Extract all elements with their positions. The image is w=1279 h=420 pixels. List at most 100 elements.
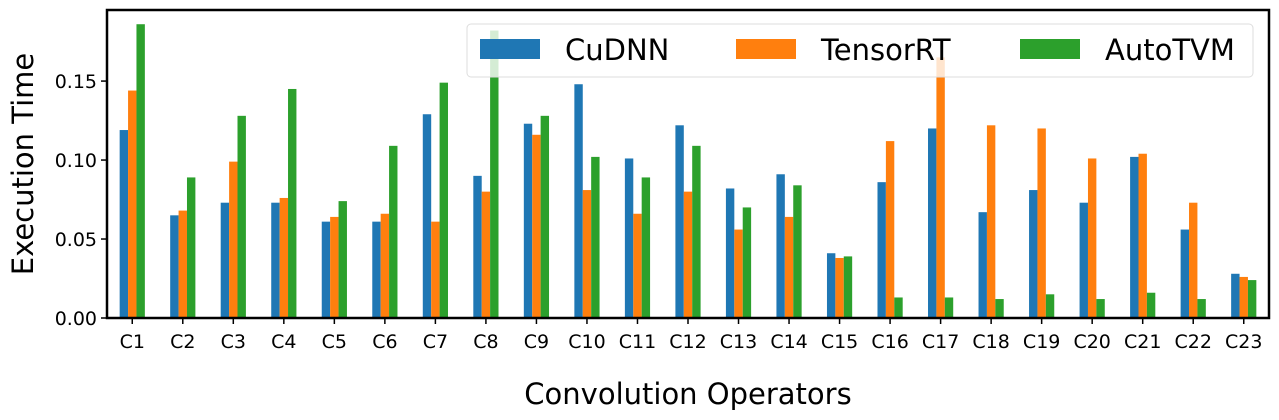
bars-group xyxy=(119,24,1257,319)
bar-tensorrt-c22 xyxy=(1189,202,1198,318)
bar-autotvm-c11 xyxy=(641,177,651,318)
x-tick-label: C23 xyxy=(1225,331,1262,353)
bar-cudnn-c23 xyxy=(1231,273,1240,318)
bar-cudnn-c19 xyxy=(1029,190,1038,318)
x-tick-label: C22 xyxy=(1174,331,1211,353)
bar-cudnn-c9 xyxy=(523,123,533,318)
y-tick-label: 0.00 xyxy=(55,308,97,330)
bar-autotvm-c1 xyxy=(136,24,145,318)
bar-tensorrt-c16 xyxy=(885,141,895,318)
x-tick-label: C13 xyxy=(720,331,757,353)
y-tick-label: 0.15 xyxy=(55,71,97,93)
x-tick-label: C3 xyxy=(221,331,246,353)
bar-tensorrt-c20 xyxy=(1087,158,1097,318)
bar-autotvm-c8 xyxy=(490,30,499,319)
y-tick-label: 0.05 xyxy=(55,229,97,251)
x-tick-label: C10 xyxy=(568,331,605,353)
bar-cudnn-c20 xyxy=(1079,202,1088,318)
bar-tensorrt-c5 xyxy=(330,216,339,318)
bar-cudnn-c16 xyxy=(877,182,886,318)
x-tick-label: C7 xyxy=(423,331,448,353)
bar-cudnn-c15 xyxy=(826,253,836,318)
bar-autotvm-c17 xyxy=(944,297,954,318)
legend-box xyxy=(466,23,1254,78)
bar-tensorrt-c2 xyxy=(178,210,187,318)
bar-tensorrt-c1 xyxy=(128,90,137,318)
bar-cudnn-c4 xyxy=(271,202,280,318)
x-tick-label: C15 xyxy=(821,331,858,353)
bar-autotvm-c7 xyxy=(439,82,448,318)
x-tick-label: C5 xyxy=(322,331,347,353)
bar-tensorrt-c6 xyxy=(380,213,390,318)
x-tick-label: C14 xyxy=(770,331,807,353)
legend-swatch-autotvm xyxy=(1020,39,1080,59)
legend-label-tensorrt: TensorRT xyxy=(820,33,951,67)
bar-cudnn-c14 xyxy=(776,174,785,318)
x-tick-label: C8 xyxy=(473,331,498,353)
bar-cudnn-c3 xyxy=(220,202,230,318)
bar-autotvm-c21 xyxy=(1146,292,1156,318)
x-tick-label: C11 xyxy=(619,331,656,353)
bar-autotvm-c3 xyxy=(237,115,246,318)
x-tick-label: C6 xyxy=(372,331,397,353)
bar-cudnn-c5 xyxy=(321,221,331,318)
bar-tensorrt-c23 xyxy=(1239,276,1248,318)
x-tick-label: C1 xyxy=(120,331,145,353)
bar-tensorrt-c9 xyxy=(532,134,541,318)
bar-tensorrt-c14 xyxy=(784,216,794,318)
bar-autotvm-c12 xyxy=(692,145,701,318)
bar-cudnn-c2 xyxy=(170,215,179,318)
bar-autotvm-c22 xyxy=(1197,299,1206,318)
bar-tensorrt-c8 xyxy=(481,191,491,318)
bar-tensorrt-c13 xyxy=(734,229,743,318)
bar-tensorrt-c11 xyxy=(633,213,642,318)
x-tick-label: C12 xyxy=(669,331,706,353)
x-tick-label: C4 xyxy=(271,331,296,353)
bar-tensorrt-c17 xyxy=(936,57,945,318)
bar-autotvm-c19 xyxy=(1045,294,1055,318)
bar-cudnn-c17 xyxy=(928,128,937,318)
bar-autotvm-c14 xyxy=(793,185,802,318)
bar-cudnn-c8 xyxy=(473,175,482,318)
bar-cudnn-c11 xyxy=(624,158,634,318)
legend-label-autotvm: AutoTVM xyxy=(1105,33,1235,67)
bar-autotvm-c4 xyxy=(288,88,297,318)
bar-tensorrt-c15 xyxy=(835,257,844,318)
bar-autotvm-c16 xyxy=(894,297,903,318)
legend: CuDNN TensorRT AutoTVM xyxy=(466,23,1254,78)
bar-autotvm-c5 xyxy=(338,201,347,318)
x-tick-label: C2 xyxy=(170,331,195,353)
plot-frame xyxy=(105,8,1271,320)
x-tick-label: C16 xyxy=(871,331,908,353)
bar-autotvm-c18 xyxy=(995,299,1004,318)
bar-autotvm-c20 xyxy=(1096,299,1105,318)
legend-swatch-tensorrt xyxy=(736,39,796,59)
bar-cudnn-c13 xyxy=(725,188,735,318)
bar-autotvm-c9 xyxy=(540,115,550,318)
x-tick-label: C21 xyxy=(1124,331,1161,353)
bar-autotvm-c15 xyxy=(843,256,853,318)
y-axis-ticks: 0.00 0.05 0.10 0.15 xyxy=(55,71,107,330)
bar-cudnn-c1 xyxy=(119,130,129,318)
bar-cudnn-c18 xyxy=(978,212,987,318)
bar-cudnn-c21 xyxy=(1130,156,1139,318)
bar-tensorrt-c18 xyxy=(986,125,996,318)
bar-autotvm-c6 xyxy=(389,145,398,318)
bar-tensorrt-c21 xyxy=(1138,153,1147,318)
bar-tensorrt-c4 xyxy=(279,197,289,318)
x-axis-label: Convolution Operators xyxy=(524,377,851,411)
x-tick-label: C9 xyxy=(524,331,549,353)
bar-tensorrt-c3 xyxy=(229,161,238,318)
bar-autotvm-c13 xyxy=(742,207,752,318)
x-axis-ticks: C1 C2 C3 C4 C5 C6 C7 C8 C9 C10 C11 C12 C13 C14 C15 C16 C… xyxy=(120,318,1262,353)
bar-cudnn-c7 xyxy=(422,114,432,318)
bar-autotvm-c23 xyxy=(1247,280,1257,318)
legend-label-cudnn: CuDNN xyxy=(565,33,669,67)
bar-autotvm-c10 xyxy=(591,156,600,318)
bar-tensorrt-c12 xyxy=(683,191,693,318)
x-tick-label: C19 xyxy=(1023,331,1060,353)
y-axis-label: Execution Time xyxy=(6,53,40,276)
x-tick-label: C17 xyxy=(922,331,959,353)
bar-tensorrt-c19 xyxy=(1037,128,1046,318)
bar-tensorrt-c10 xyxy=(582,190,592,318)
